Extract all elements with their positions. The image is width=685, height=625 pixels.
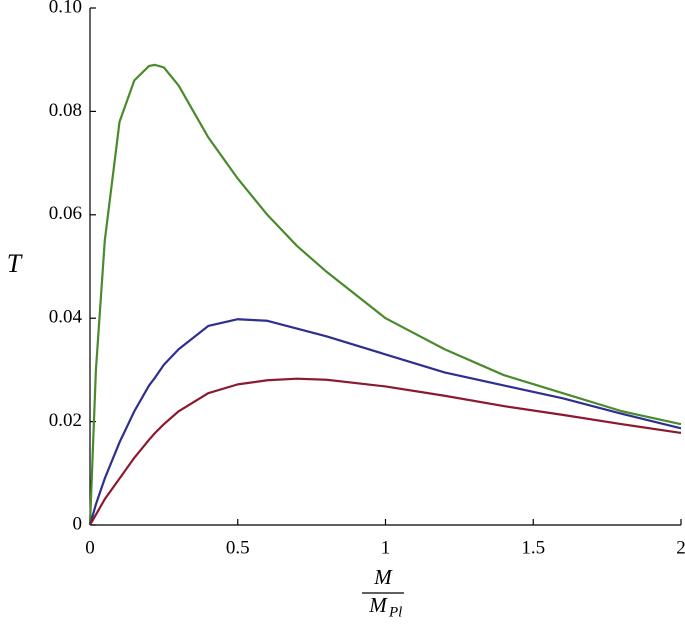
y-tick-label: 0.08 [49, 100, 82, 121]
series-line [88, 63, 682, 526]
y-axis-label: T [7, 249, 23, 278]
x-tick-label: 0.5 [226, 537, 250, 558]
x-axis-label-numerator: M [373, 565, 393, 589]
x-tick-label: 2 [676, 537, 685, 558]
y-tick-label: 0.10 [49, 0, 82, 17]
x-axis-label-subscript: Pl [388, 604, 402, 620]
y-tick-label: 0 [73, 513, 83, 534]
x-tick-label: 1 [381, 537, 391, 558]
y-tick-label: 0.04 [49, 307, 83, 328]
x-tick-label: 0 [85, 537, 95, 558]
x-axis-label-denominator: M [368, 593, 388, 617]
y-tick-label: 0.02 [49, 410, 82, 431]
y-tick-label: 0.06 [49, 203, 82, 224]
series-line [89, 377, 682, 526]
series-line [88, 318, 682, 526]
x-tick-label: 1.5 [521, 537, 545, 558]
